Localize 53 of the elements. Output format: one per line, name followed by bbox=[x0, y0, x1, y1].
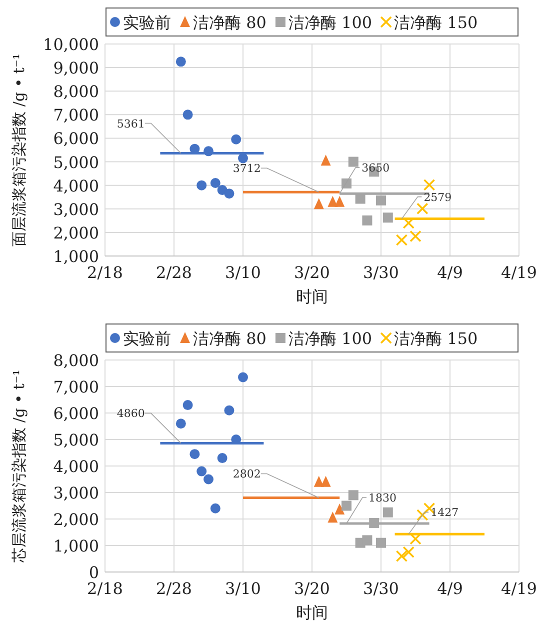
y-tick-label: 6,000 bbox=[53, 129, 99, 148]
x-tick-label: 3/20 bbox=[294, 263, 330, 282]
annotation: 5361 bbox=[116, 117, 145, 130]
x-tick-label: 3/20 bbox=[294, 579, 330, 598]
legend-label: 洁净酶 150 bbox=[394, 13, 478, 32]
annotation: 3650 bbox=[362, 162, 390, 175]
annotation: 2802 bbox=[232, 468, 261, 481]
annotation: 2579 bbox=[424, 190, 452, 204]
x-axis-title: 时间 bbox=[296, 287, 328, 306]
y-tick-label: 6,000 bbox=[53, 404, 99, 423]
legend-label: 洁净酶 100 bbox=[288, 13, 372, 32]
x-axis-title: 时间 bbox=[296, 603, 328, 622]
legend-label: 洁净酶 150 bbox=[394, 329, 478, 348]
x-tick-label: 3/10 bbox=[225, 579, 261, 598]
x-tick-label: 3/30 bbox=[363, 263, 399, 282]
y-tick-label: 7,000 bbox=[53, 106, 99, 125]
x-tick-label: 4/9 bbox=[437, 263, 463, 282]
x-tick-label: 4/9 bbox=[437, 579, 463, 598]
legend-label: 实验前 bbox=[123, 13, 171, 32]
y-tick-label: 3,000 bbox=[53, 200, 99, 219]
x-tick-label: 4/19 bbox=[501, 579, 537, 598]
y-tick-label: 4,000 bbox=[53, 176, 99, 196]
x-tick-label: 2/28 bbox=[156, 263, 192, 282]
x-tick-label: 2/18 bbox=[87, 263, 123, 282]
legend-label: 实验前 bbox=[123, 329, 171, 348]
annotation: 4860 bbox=[116, 407, 145, 420]
y-tick-label: 2,000 bbox=[53, 223, 99, 242]
x-tick-label: 4/19 bbox=[501, 263, 537, 282]
legend-label: 洁净酶 80 bbox=[193, 329, 266, 348]
x-tick-label: 2/18 bbox=[87, 579, 123, 598]
x-tick-label: 3/30 bbox=[363, 579, 399, 598]
y-axis-title: 芯层流浆箱污染指数 /g • t⁻¹ bbox=[10, 370, 28, 564]
y-tick-label: 4,000 bbox=[53, 457, 99, 476]
y-tick-label: 9,000 bbox=[53, 58, 99, 78]
y-tick-label: 8,000 bbox=[53, 82, 99, 102]
y-tick-label: 7,000 bbox=[53, 378, 99, 396]
y-tick-label: 1,000 bbox=[53, 536, 99, 556]
y-tick-label: 10,000 bbox=[43, 35, 99, 54]
y-axis-title: 面层流浆箱污染指数 /g • t⁻¹ bbox=[10, 54, 28, 246]
y-tick-label: 8,000 bbox=[53, 351, 99, 370]
x-tick-label: 3/10 bbox=[225, 263, 261, 282]
y-tick-label: 1,000 bbox=[53, 247, 99, 266]
annotation: 1427 bbox=[430, 506, 459, 520]
annotation: 3712 bbox=[232, 162, 261, 176]
x-tick-label: 2/28 bbox=[156, 579, 192, 598]
y-tick-label: 5,000 bbox=[53, 430, 99, 450]
y-tick-label: 2,000 bbox=[53, 510, 99, 529]
annotation: 1830 bbox=[368, 492, 396, 505]
legend-label: 洁净酶 100 bbox=[288, 329, 372, 348]
y-tick-label: 3,000 bbox=[53, 484, 99, 502]
y-tick-label: 0 bbox=[88, 563, 99, 582]
legend-label: 洁净酶 80 bbox=[193, 13, 266, 32]
y-tick-label: 5,000 bbox=[53, 152, 99, 172]
